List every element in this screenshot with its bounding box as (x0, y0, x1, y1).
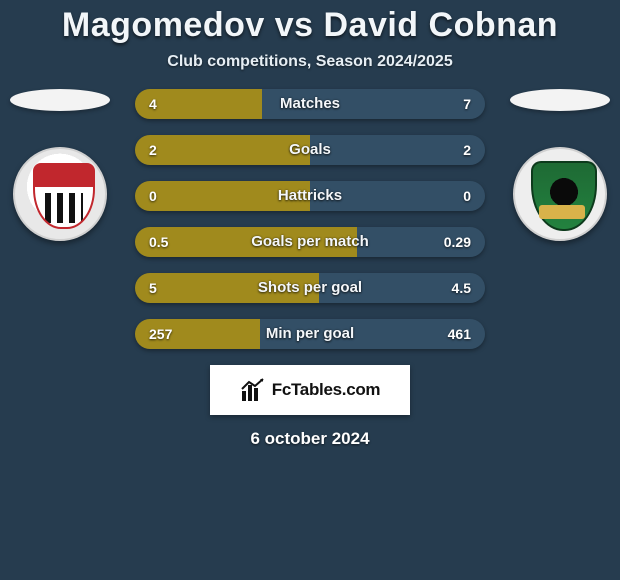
stat-row: 22Goals (135, 135, 485, 165)
stat-label: Matches (135, 89, 485, 119)
branding-box: FcTables.com (210, 365, 410, 415)
stat-label: Goals (135, 135, 485, 165)
stat-row: 54.5Shots per goal (135, 273, 485, 303)
stat-row: 0.50.29Goals per match (135, 227, 485, 257)
stat-row: 47Matches (135, 89, 485, 119)
stat-row: 00Hattricks (135, 181, 485, 211)
left-club-badge (13, 147, 107, 241)
stat-label: Goals per match (135, 227, 485, 257)
branding-text: FcTables.com (272, 380, 381, 400)
stat-label: Min per goal (135, 319, 485, 349)
comparison-stage: 47Matches 22Goals 00Hattricks 0.50.29Goals … (0, 89, 620, 449)
right-club-badge (513, 147, 607, 241)
subtitle: Club competitions, Season 2024/2025 (0, 53, 620, 71)
right-team-column (500, 89, 620, 241)
branding-icon (240, 377, 266, 403)
date-text: 6 october 2024 (0, 429, 620, 449)
stat-bars: 47Matches 22Goals 00Hattricks 0.50.29Goals … (135, 89, 485, 349)
right-flag-placeholder (510, 89, 610, 111)
left-team-column (0, 89, 120, 241)
stat-label: Shots per goal (135, 273, 485, 303)
page-title: Magomedov vs David Cobnan (0, 0, 620, 45)
stat-row: 257461Min per goal (135, 319, 485, 349)
stat-label: Hattricks (135, 181, 485, 211)
left-flag-placeholder (10, 89, 110, 111)
